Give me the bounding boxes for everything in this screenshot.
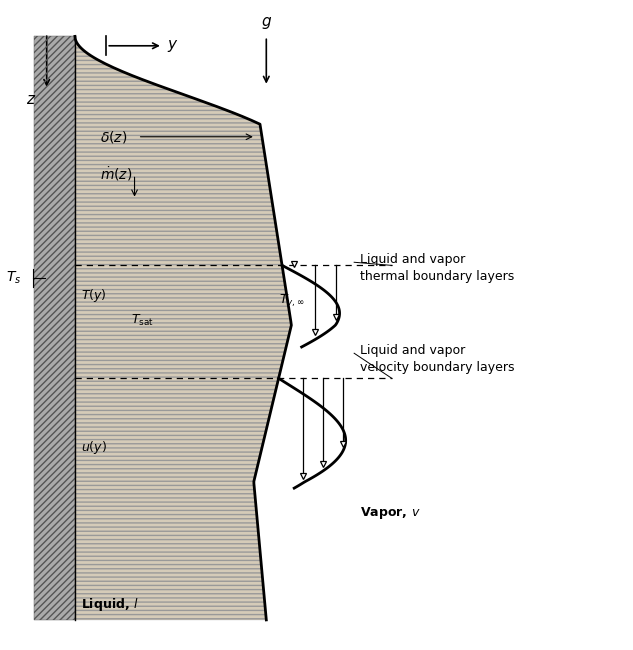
Text: $\delta(z)$: $\delta(z)$ [100, 129, 127, 145]
Polygon shape [34, 36, 75, 620]
Text: $g$: $g$ [261, 16, 272, 31]
Polygon shape [75, 36, 291, 620]
Text: $y$: $y$ [167, 38, 179, 54]
Text: Liquid and vapor: Liquid and vapor [360, 344, 466, 357]
Text: thermal boundary layers: thermal boundary layers [360, 270, 515, 283]
Text: $T_{\rm sat}$: $T_{\rm sat}$ [132, 313, 154, 328]
Text: $\mathbf{Liquid,\,}$$\mathit{l}$: $\mathbf{Liquid,\,}$$\mathit{l}$ [81, 595, 139, 613]
Text: $T_s$: $T_s$ [6, 270, 22, 286]
Text: velocity boundary layers: velocity boundary layers [360, 361, 515, 374]
Text: $T(y)$: $T(y)$ [81, 287, 107, 304]
Text: $z$: $z$ [26, 92, 36, 107]
Text: $\dot{m}(z)$: $\dot{m}(z)$ [100, 166, 132, 183]
Text: $u(y)$: $u(y)$ [81, 439, 107, 456]
Text: $\mathbf{Vapor,\,}$$\mathit{v}$: $\mathbf{Vapor,\,}$$\mathit{v}$ [360, 505, 421, 521]
Text: Liquid and vapor: Liquid and vapor [360, 253, 466, 266]
Text: $T_{v,\infty}$: $T_{v,\infty}$ [279, 293, 304, 309]
